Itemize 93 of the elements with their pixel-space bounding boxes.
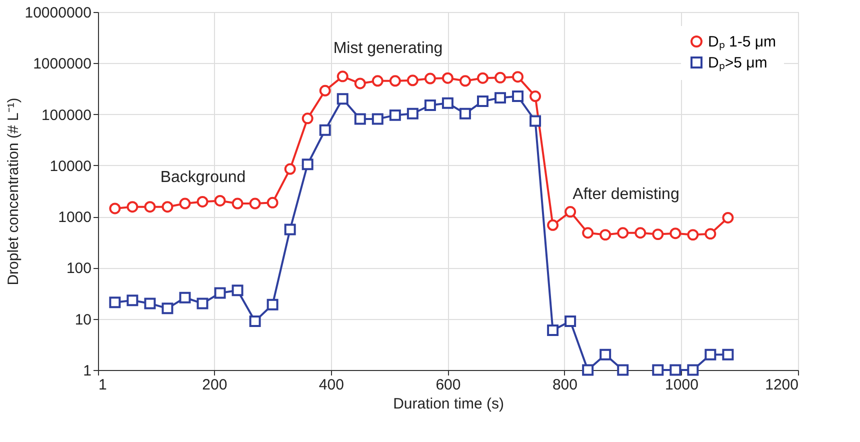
point: [109, 202, 121, 214]
point: [144, 201, 156, 213]
point: [530, 90, 542, 102]
point: [424, 100, 436, 112]
point: [232, 198, 244, 210]
point: [670, 228, 682, 240]
point: [302, 158, 314, 170]
point: [196, 196, 208, 208]
point: [214, 287, 226, 299]
y-tick-label: 1: [83, 362, 92, 380]
legend-label: Dₚ 1-5 μm: [708, 34, 776, 50]
point: [249, 198, 261, 210]
x-axis-title: Duration time (s): [393, 396, 504, 412]
point: [547, 324, 559, 336]
point: [564, 206, 576, 218]
point: [670, 364, 682, 376]
point: [582, 364, 594, 376]
point: [162, 302, 174, 314]
point: [442, 97, 454, 109]
point: [319, 124, 331, 136]
point: [600, 348, 612, 360]
point: [144, 298, 156, 310]
point: [179, 198, 191, 210]
point: [459, 75, 471, 87]
y-tick-label: 10: [74, 311, 92, 328]
annotation: Mist generating: [333, 40, 443, 57]
point: [687, 229, 699, 241]
point: [389, 109, 401, 121]
point: [389, 75, 401, 87]
point: [126, 294, 138, 306]
point: [459, 108, 471, 120]
y-tick-label: 10000000: [24, 4, 92, 22]
point: [354, 113, 366, 125]
annotation: After demisting: [572, 186, 680, 203]
legend-label: Dₚ>5 μm: [708, 54, 768, 72]
point: [652, 364, 664, 376]
y-tick-label: 1000000: [33, 56, 92, 73]
point: [722, 348, 734, 360]
point: [582, 227, 594, 239]
point: [336, 93, 348, 105]
x-tick-label: 400: [318, 376, 344, 394]
point: [530, 115, 542, 127]
point: [249, 315, 261, 327]
point: [266, 298, 278, 310]
point: [634, 227, 646, 239]
y-tick-label: 1000: [58, 209, 92, 226]
point: [214, 195, 226, 206]
point: [406, 108, 418, 120]
point: [179, 292, 191, 304]
y-tick-label: 10000: [50, 158, 92, 175]
x-tick-label: 1200: [765, 376, 798, 394]
point: [266, 196, 278, 208]
point: [372, 113, 384, 125]
point: [109, 296, 121, 308]
point: [372, 75, 384, 87]
point: [512, 71, 524, 83]
point: [722, 212, 734, 224]
x-tick-label: 1: [98, 376, 107, 394]
point: [652, 228, 664, 240]
y-axis-title: Droplet concentration (# L⁻¹): [4, 98, 22, 286]
point: [617, 364, 629, 376]
point: [284, 224, 296, 236]
point: [600, 229, 612, 241]
point: [126, 201, 138, 213]
point: [564, 315, 576, 327]
point: [336, 70, 348, 82]
x-tick-label: 200: [202, 376, 228, 394]
x-tick-label: 1000: [665, 376, 698, 394]
y-tick-label: 100: [66, 260, 92, 278]
point: [476, 95, 488, 107]
point: [494, 72, 506, 84]
point: [512, 90, 524, 102]
point: [406, 74, 418, 86]
point: [687, 364, 699, 376]
annotation: Background: [160, 169, 246, 186]
point: [442, 72, 454, 84]
point: [424, 72, 436, 84]
point: [302, 112, 314, 124]
point: [196, 298, 208, 310]
point: [494, 92, 506, 104]
point: [704, 348, 716, 360]
point: [232, 284, 244, 296]
point: [547, 219, 559, 231]
point: [617, 227, 629, 239]
x-tick-label: 800: [552, 376, 578, 394]
point: [704, 228, 716, 240]
x-tick-label: 600: [436, 376, 461, 394]
point: [476, 72, 488, 84]
point: [162, 201, 174, 213]
point: [354, 78, 366, 90]
point: [284, 163, 296, 175]
point: [319, 84, 331, 96]
y-tick-label: 100000: [41, 106, 92, 124]
